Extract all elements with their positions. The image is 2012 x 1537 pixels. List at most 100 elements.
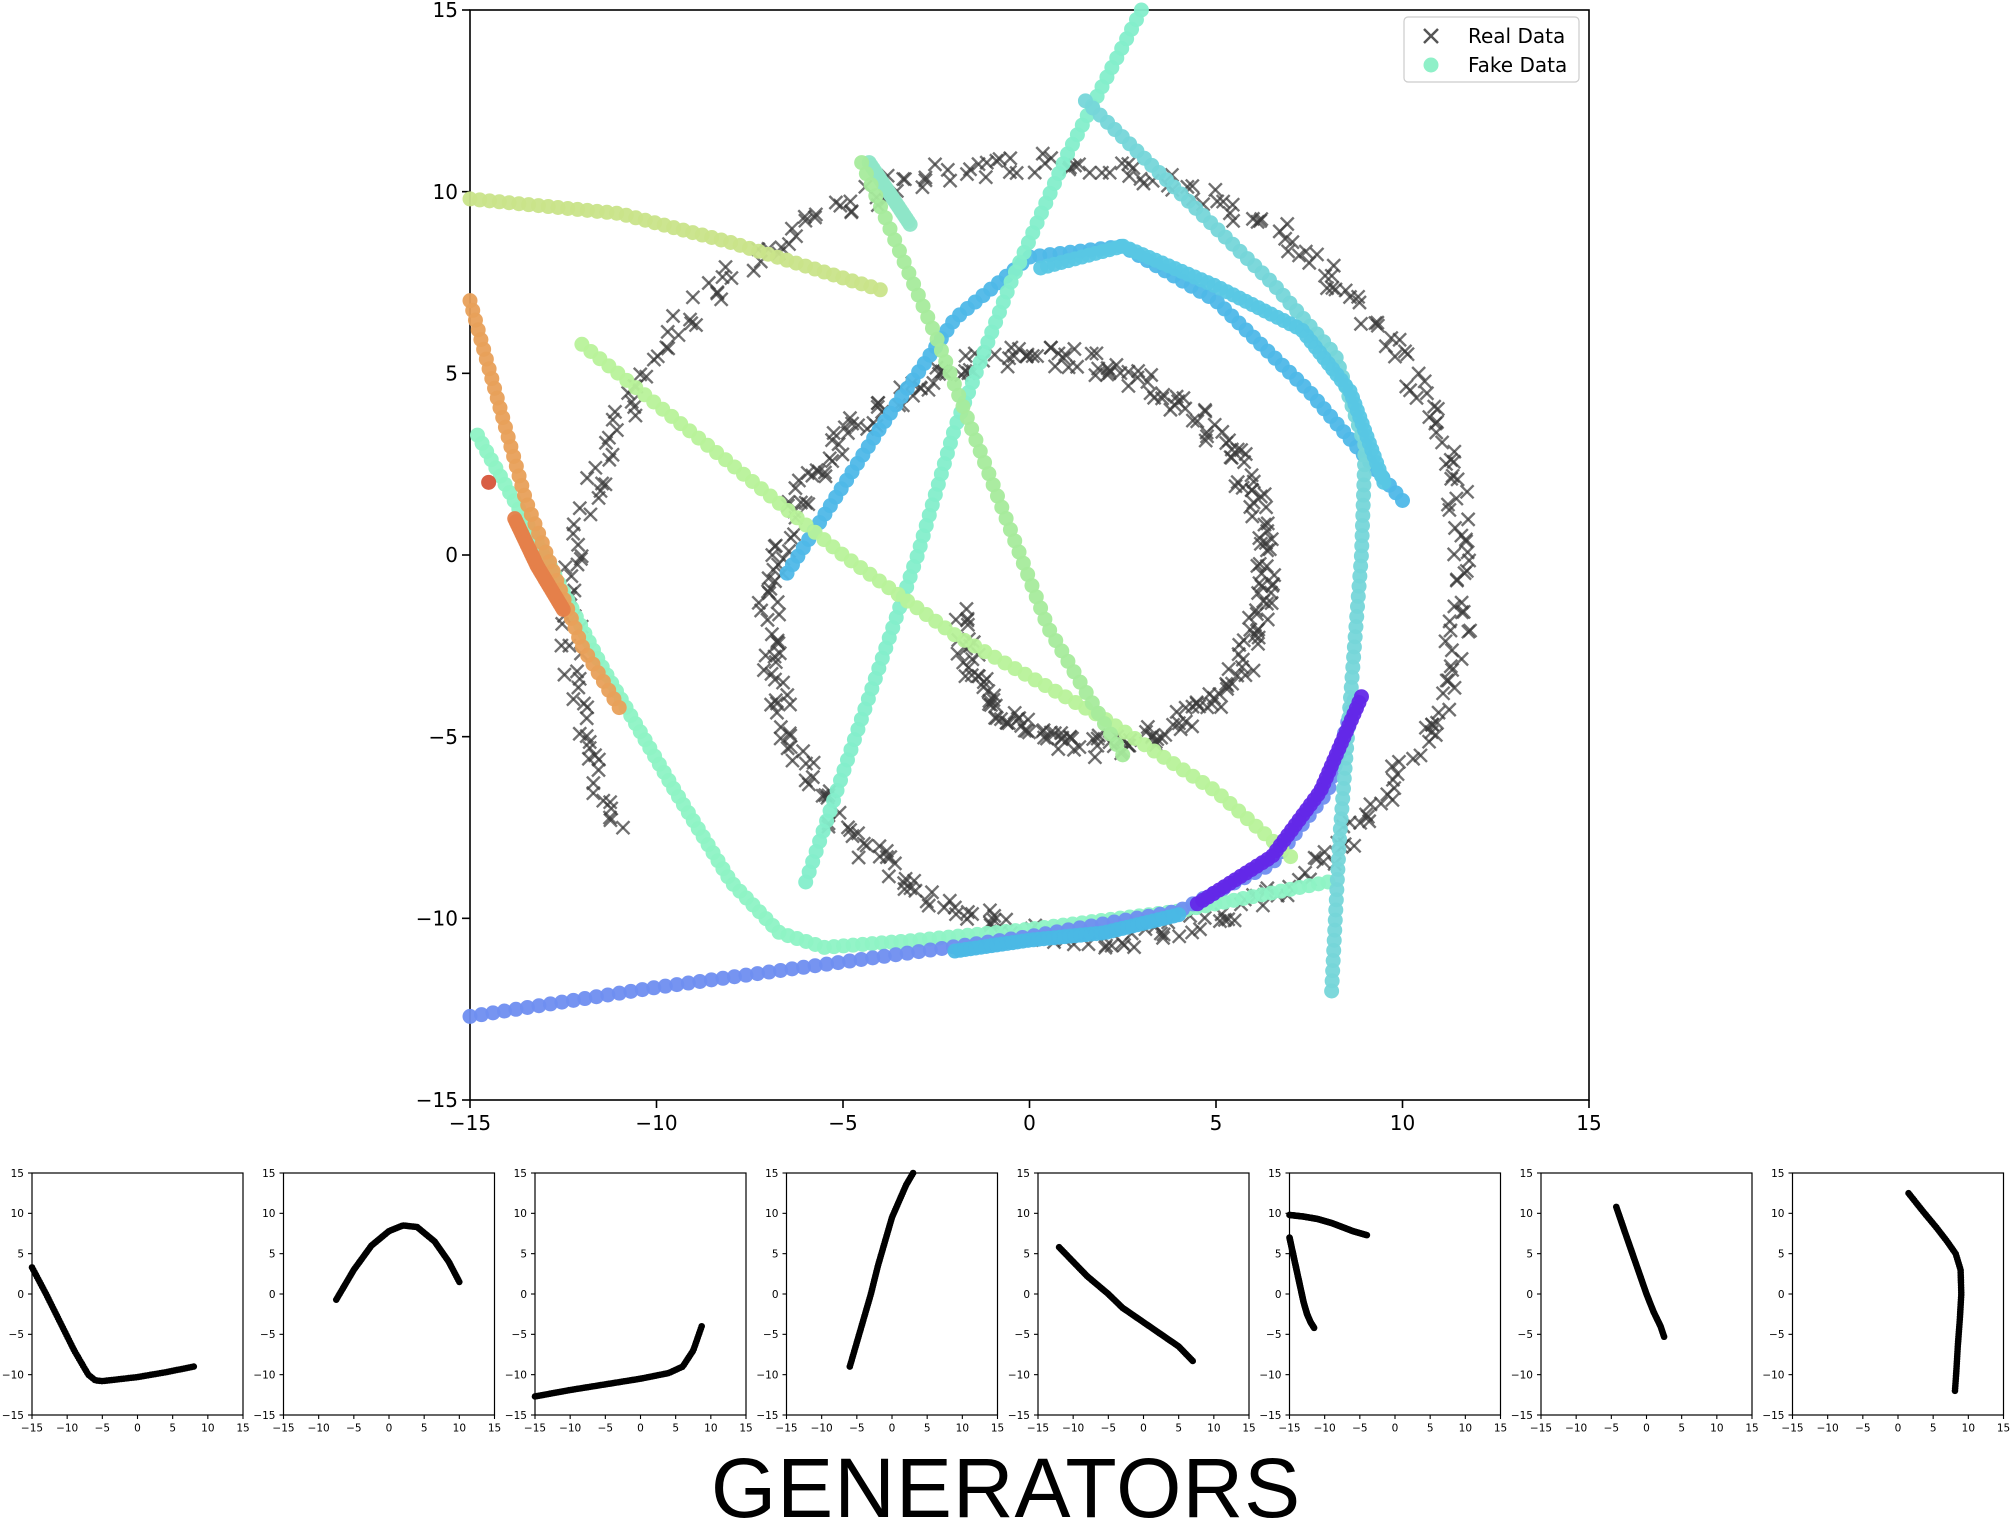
real-data-point [1218, 676, 1234, 692]
main-x-tick-label: 15 [1576, 1111, 1601, 1135]
fake-data-point [872, 282, 888, 298]
generator-point [456, 1278, 463, 1286]
real-data-point [1025, 348, 1041, 364]
real-data-point [1438, 456, 1454, 472]
panel-x-tick-label: −15 [1781, 1423, 1803, 1435]
panel-axes-frame [282, 1172, 496, 1416]
fake-data-point [646, 980, 662, 996]
fake-data-point [669, 977, 685, 993]
panel-x-tick-label: 10 [1207, 1423, 1220, 1435]
real-data-point [1272, 224, 1288, 239]
panel-y-tick-label: 5 [1023, 1248, 1030, 1260]
real-data-point [570, 680, 586, 695]
real-data-point [565, 526, 581, 541]
generator-point [1363, 1231, 1371, 1239]
real-data-point [1130, 363, 1146, 379]
legend-box [1403, 16, 1580, 83]
panel-y-tick-label: 10 [765, 1208, 778, 1220]
real-data-point [1307, 850, 1323, 866]
fake-data-point [819, 956, 835, 972]
real-data-point [1265, 576, 1281, 592]
panel-x-tick-label: 10 [1962, 1423, 1975, 1435]
panel-x-tick-label: 15 [1494, 1423, 1507, 1435]
fake-data-point [485, 1005, 501, 1021]
real-data-point [918, 170, 933, 185]
panel-y-tick-label: 0 [269, 1289, 276, 1301]
fake-data-point [902, 216, 918, 232]
real-data-point [1047, 725, 1063, 741]
real-data-point [1043, 150, 1059, 166]
panel-y-tick-label: −15 [1511, 1410, 1533, 1422]
real-data-point [824, 432, 840, 448]
panel-x-tick-label: −5 [1101, 1423, 1116, 1435]
panel-y-tick-label: −15 [2, 1410, 24, 1422]
real-data-point [566, 691, 581, 707]
real-data-point [1317, 844, 1332, 860]
real-data-point [801, 777, 817, 792]
real-data-point [924, 884, 940, 900]
real-data-point [1209, 194, 1225, 209]
real-data-point [688, 317, 704, 333]
real-data-point [762, 581, 778, 597]
fake-data-point [531, 998, 547, 1014]
real-data-point [856, 836, 872, 852]
real-data-point [1454, 595, 1469, 610]
panel-x-tick-label: −15 [1278, 1423, 1300, 1435]
real-data-point [1445, 468, 1461, 484]
generator-panel: −15 −10 −5 0 5 10 15 −15 −10 −5 0 5 10 15 [1511, 1168, 1759, 1435]
real-data-point [1208, 182, 1223, 198]
generator-panel: −15 −10 −5 0 5 10 15 −15 −10 −5 0 5 10 15 [1762, 1168, 2010, 1435]
panel-x-tick-label: 15 [488, 1423, 501, 1435]
real-data-point [1384, 759, 1400, 774]
fake-data-point [934, 940, 950, 956]
panel-x-tick-label: −15 [775, 1423, 797, 1435]
real-data-point [1379, 786, 1395, 802]
real-data-point [583, 507, 598, 522]
real-data-point [947, 900, 963, 915]
fake-data-point [922, 942, 938, 958]
real-data-point [1460, 512, 1476, 527]
fake-data-point [703, 972, 719, 988]
panel-y-tick-label: −15 [505, 1410, 527, 1422]
panel-y-tick-label: 15 [1520, 1168, 1533, 1180]
panel-x-tick-label: −5 [346, 1423, 361, 1435]
real-data-point [1291, 248, 1307, 263]
fake-data-point [1133, 2, 1149, 18]
fake-data-point [1353, 689, 1369, 705]
real-data-point [992, 151, 1007, 167]
fake-data-point [1115, 747, 1131, 763]
real-data-point [1248, 602, 1264, 618]
real-data-point [844, 203, 859, 219]
real-data-point [1251, 530, 1267, 546]
real-data-point [1102, 365, 1117, 381]
panel-x-tick-label: 5 [1678, 1423, 1685, 1435]
panel-y-tick-label: −10 [505, 1369, 527, 1381]
panel-y-tick-label: −15 [1762, 1410, 1784, 1422]
real-data-point [665, 308, 681, 324]
real-data-point [1155, 930, 1171, 946]
panel-x-tick-label: −5 [1604, 1423, 1619, 1435]
real-data-point [1428, 727, 1444, 743]
real-data-point [1224, 676, 1240, 691]
real-data-point [1447, 520, 1463, 536]
real-data-point [1199, 699, 1215, 715]
real-data-point [805, 468, 820, 483]
real-data-point [1019, 349, 1035, 364]
real-data-point [1221, 432, 1237, 448]
real-data-point [767, 573, 783, 589]
fake-data-point [577, 991, 593, 1007]
fake-data-point [462, 1008, 478, 1024]
real-data-point [1244, 482, 1259, 498]
real-data-point [1405, 751, 1421, 767]
real-data-point [1230, 474, 1246, 490]
panel-x-tick-label: −10 [559, 1423, 581, 1435]
fake-data-point [830, 955, 846, 971]
generator-point [1951, 1387, 1959, 1395]
real-data-point [1257, 486, 1273, 502]
panel-axes-frame [785, 1172, 999, 1416]
real-data-point [572, 500, 588, 516]
panel-y-tick-label: 5 [1778, 1248, 1785, 1260]
real-data-point [671, 327, 686, 343]
real-data-point [1116, 937, 1132, 953]
real-data-point [601, 452, 617, 468]
